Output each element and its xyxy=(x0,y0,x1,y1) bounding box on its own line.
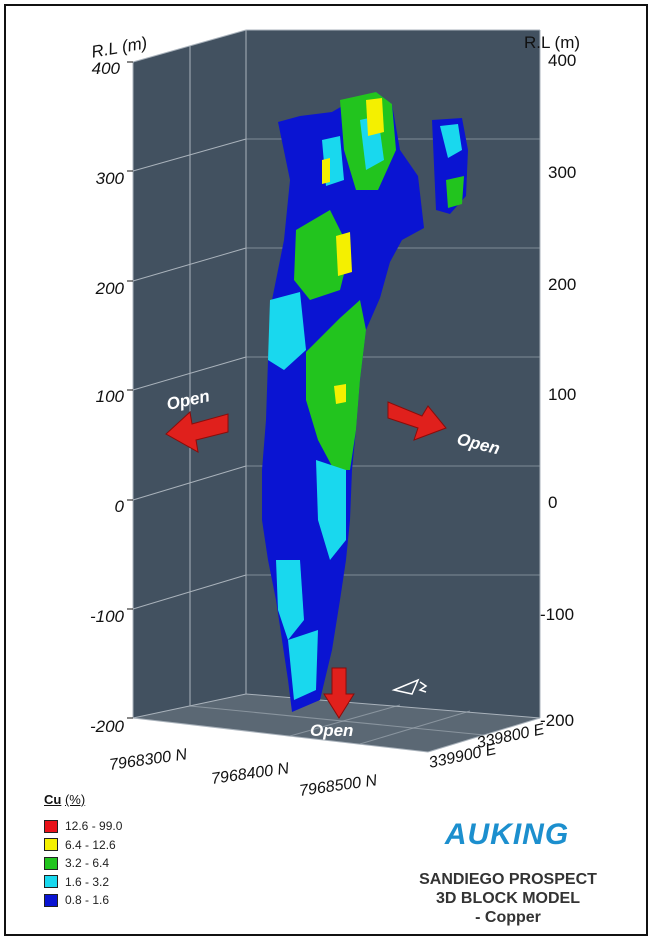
z-ticks-left xyxy=(127,61,133,719)
legend-item: 3.2 - 6.4 xyxy=(44,854,244,873)
legend-swatch xyxy=(44,893,58,907)
rl-label-left: R.L (m) xyxy=(90,33,149,61)
legend-item: 0.8 - 1.6 xyxy=(44,891,244,910)
z-tick-right: 300 xyxy=(548,163,576,182)
open-arrow-down xyxy=(323,667,355,719)
north-tick: 7968500 N xyxy=(298,772,378,800)
north-tick: 7968300 N xyxy=(108,746,188,774)
legend-label: 6.4 - 12.6 xyxy=(65,837,116,852)
z-tick-right: 400 xyxy=(548,51,576,70)
legend-swatch xyxy=(44,838,58,852)
rl-label-right: R.L (m) xyxy=(524,33,580,52)
z-tick-left: 100 xyxy=(96,387,125,406)
z-tick-left: 200 xyxy=(95,279,125,298)
legend-label: 3.2 - 6.4 xyxy=(65,856,110,871)
title-line: - Copper xyxy=(475,909,541,926)
legend-item: 6.4 - 12.6 xyxy=(44,836,244,855)
legend-label: 0.8 - 1.6 xyxy=(65,893,110,908)
title-line: 3D BLOCK MODEL xyxy=(436,890,580,907)
logo-text: AU xyxy=(444,818,491,851)
z-tick-right: 200 xyxy=(548,275,576,294)
north-tick: 7968400 N xyxy=(210,760,290,788)
legend-unit: (%) xyxy=(64,792,86,807)
open-label-bottom: Open xyxy=(310,721,353,740)
z-tick-right: 100 xyxy=(548,385,576,404)
legend-swatch xyxy=(44,875,58,889)
orebody-block-model xyxy=(262,92,468,712)
legend-item: 12.6 - 99.0 xyxy=(44,817,244,836)
z-tick-left: -200 xyxy=(90,717,125,736)
z-tick-left: -100 xyxy=(90,607,125,626)
z-tick-left: 300 xyxy=(96,169,125,188)
legend-title: Cu (%) xyxy=(44,792,244,807)
title-line: SANDIEGO PROSPECT xyxy=(419,871,597,888)
open-arrow-right xyxy=(387,401,447,441)
legend: Cu (%) 12.6 - 99.0 6.4 - 12.6 3.2 - 6.4 … xyxy=(44,792,244,910)
legend-label: 12.6 - 99.0 xyxy=(65,819,123,834)
company-logo: AUKING xyxy=(432,818,582,852)
open-arrow-left xyxy=(165,411,229,453)
z-tick-right: -100 xyxy=(540,605,574,624)
z-tick-left: 0 xyxy=(115,497,125,516)
figure-frame xyxy=(4,4,648,936)
legend-item: 1.6 - 3.2 xyxy=(44,873,244,892)
north-arrow-icon xyxy=(391,678,428,695)
legend-title-text: Cu xyxy=(44,792,62,807)
title-block: SANDIEGO PROSPECT 3D BLOCK MODEL - Coppe… xyxy=(378,870,638,927)
logo-k-glyph: K xyxy=(490,818,513,851)
open-arrows xyxy=(165,401,447,719)
legend-label: 1.6 - 3.2 xyxy=(65,874,110,889)
z-tick-right: -200 xyxy=(540,711,574,730)
legend-swatch xyxy=(44,856,58,870)
logo-text: ING xyxy=(512,818,570,851)
z-tick-right: 0 xyxy=(548,493,557,512)
legend-swatch xyxy=(44,819,58,833)
z-tick-left: 400 xyxy=(92,59,121,78)
